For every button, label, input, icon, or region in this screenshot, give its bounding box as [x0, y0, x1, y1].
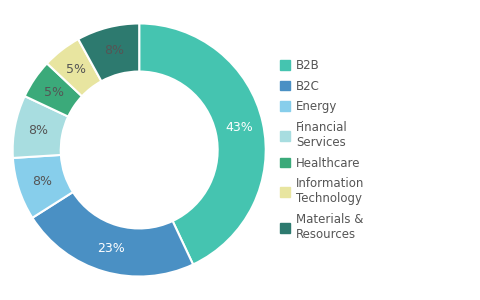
- Text: 5%: 5%: [45, 86, 64, 99]
- Text: 23%: 23%: [97, 242, 124, 255]
- Wedge shape: [78, 23, 139, 81]
- Legend: B2B, B2C, Energy, Financial
Services, Healthcare, Information
Technology, Materi: B2B, B2C, Energy, Financial Services, He…: [279, 59, 364, 241]
- Wedge shape: [139, 23, 266, 265]
- Text: 43%: 43%: [225, 121, 253, 134]
- Wedge shape: [24, 63, 82, 117]
- Wedge shape: [32, 192, 193, 277]
- Wedge shape: [12, 96, 68, 158]
- Text: 8%: 8%: [104, 44, 124, 57]
- Text: 8%: 8%: [32, 175, 52, 188]
- Wedge shape: [13, 155, 73, 218]
- Text: 8%: 8%: [28, 124, 48, 137]
- Wedge shape: [47, 39, 101, 96]
- Text: 5%: 5%: [66, 62, 86, 76]
